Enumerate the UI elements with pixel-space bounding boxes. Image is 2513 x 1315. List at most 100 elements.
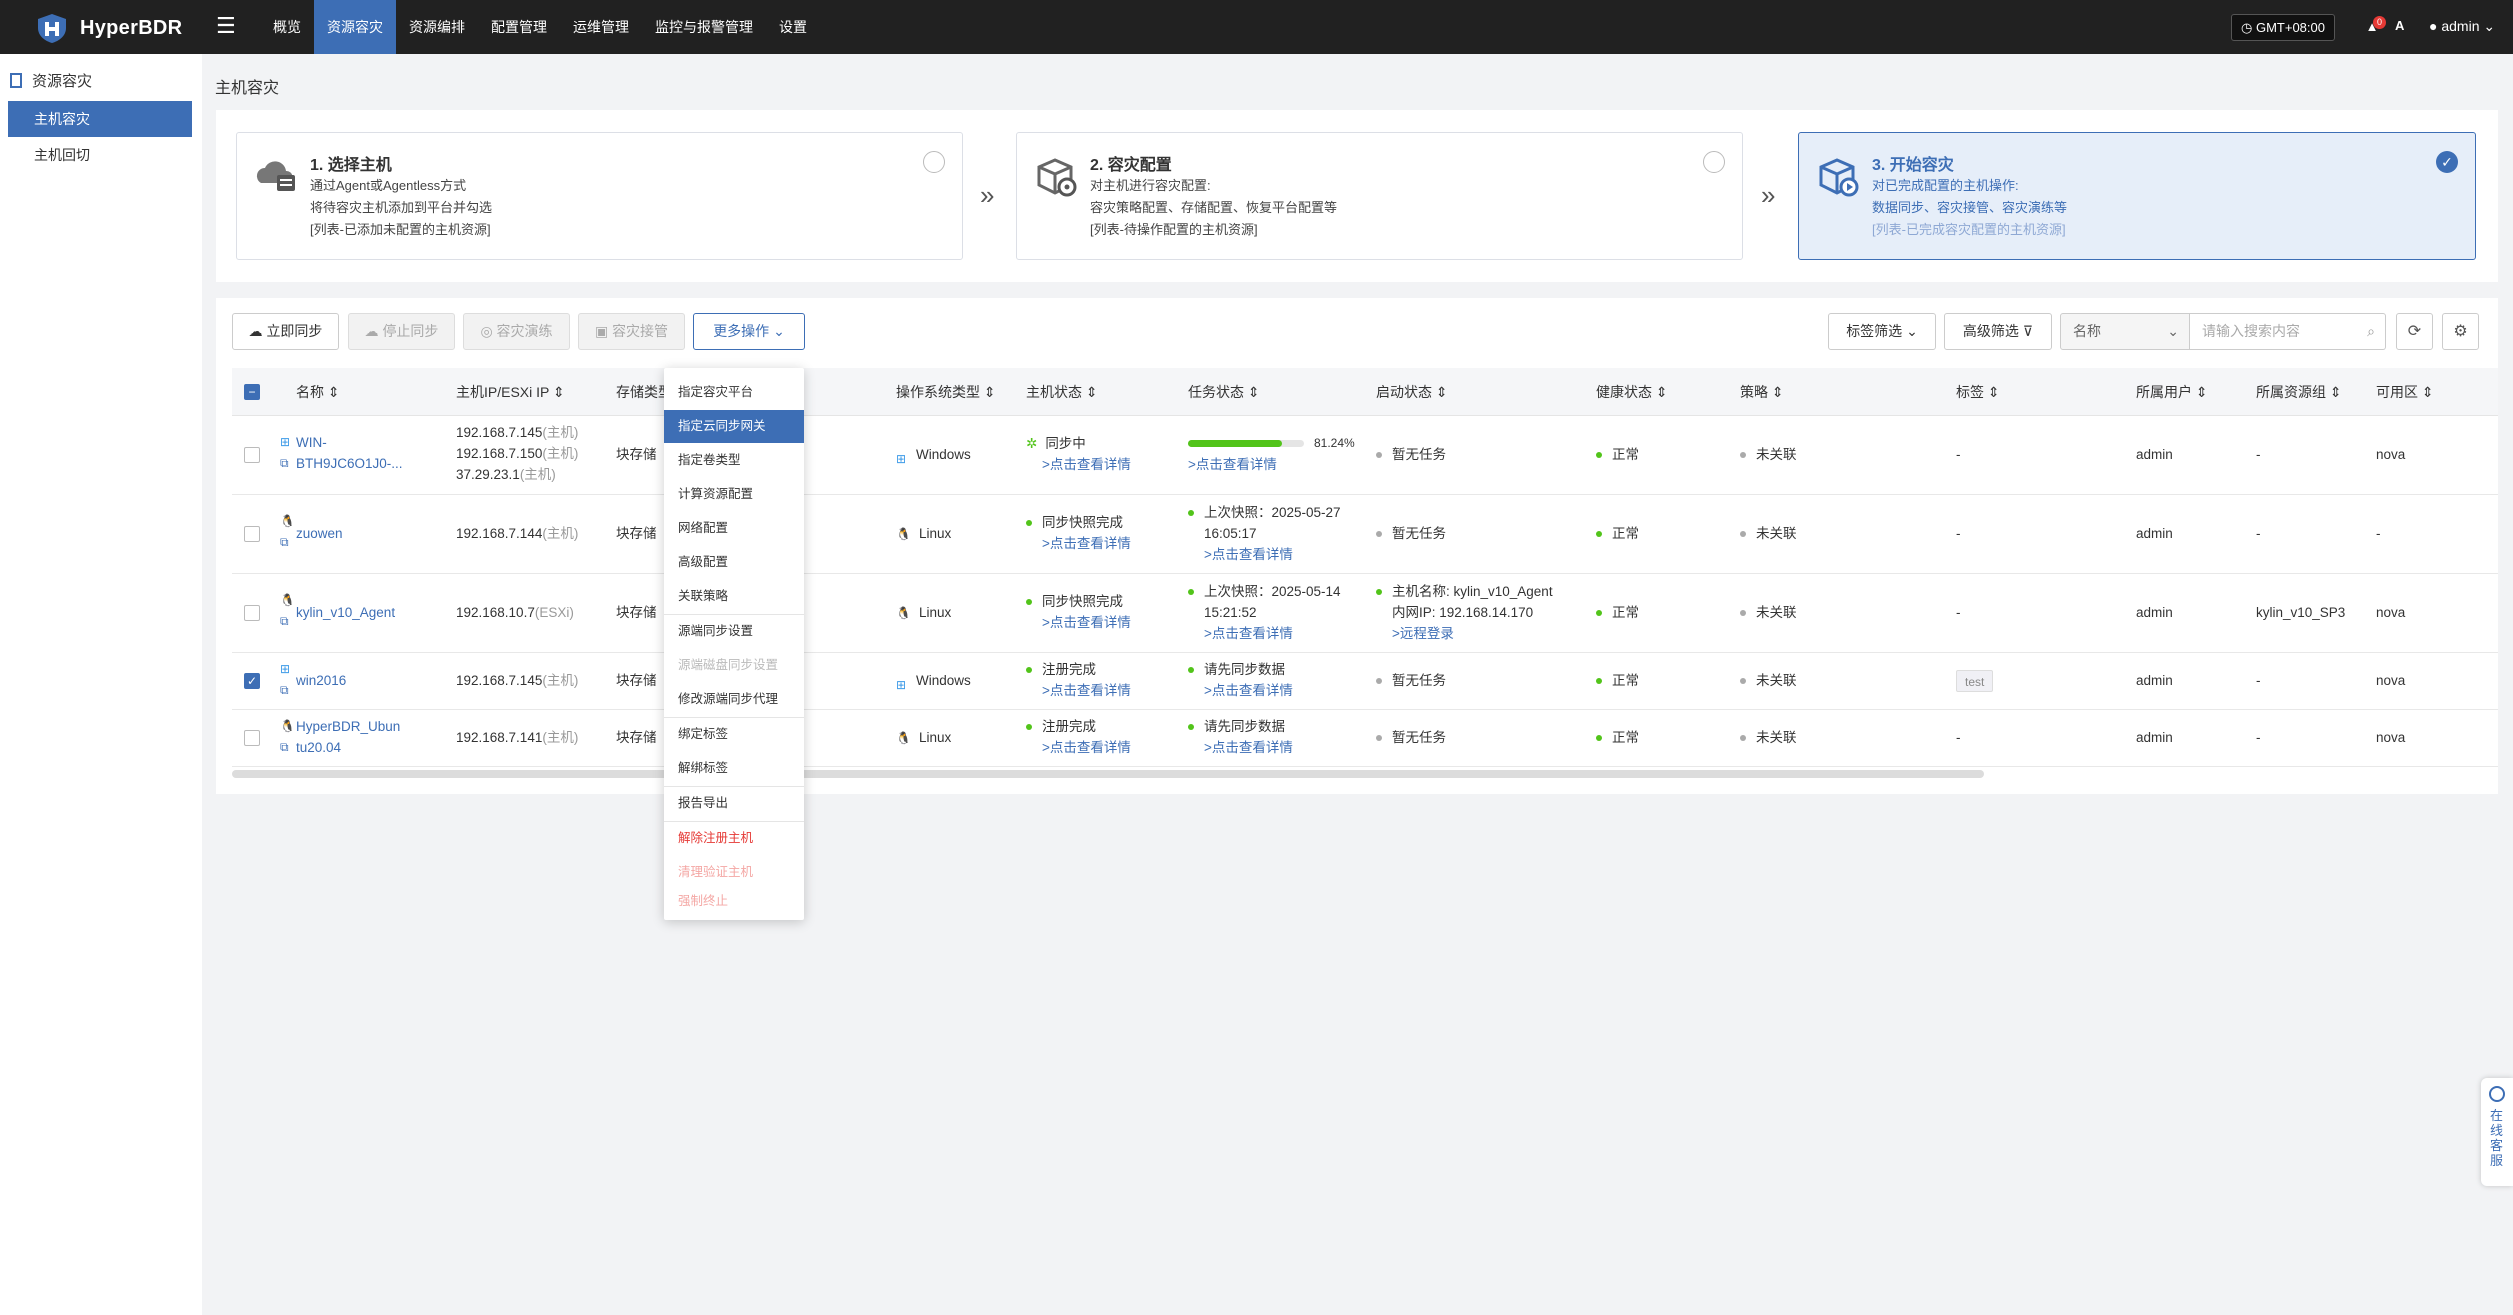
host-name-cont[interactable]: tu20.04 — [296, 740, 342, 755]
nav-monitoring[interactable]: 监控与报警管理 — [655, 19, 753, 35]
step-dr-config[interactable]: 2. 容灾配置 对主机进行容灾配置: 容灾策略配置、存储配置、恢复平台配置等 [… — [1016, 132, 1743, 260]
step-2-radio[interactable] — [1703, 151, 1725, 173]
col-group[interactable]: 所属资源组 ⇕ — [2256, 384, 2342, 400]
host-name[interactable]: WIN- — [296, 435, 327, 450]
sync-now-button[interactable]: ☁ 立即同步 — [232, 313, 339, 350]
menu-item-unbind-tag[interactable]: 解绑标签 — [678, 761, 729, 775]
col-task-status[interactable]: 任务状态 ⇕ — [1188, 384, 1260, 400]
step-3-check-icon[interactable]: ✓ — [2436, 151, 2458, 173]
host-name-cont[interactable]: BTH9JC6O1J0-... — [296, 456, 403, 471]
refresh-icon[interactable]: ⟳ — [2396, 313, 2433, 350]
settings-gear-icon[interactable]: ⚙ — [2442, 313, 2479, 350]
user-menu[interactable]: ● admin ⌄ — [2429, 18, 2495, 35]
copy-icon: ⧉ — [280, 614, 289, 628]
row-checkbox[interactable] — [244, 526, 260, 542]
table-row[interactable]: 🐧 ⧉ zuowen 192.168.7.144(主机) 块存储 🐧 Linux … — [232, 495, 2498, 574]
search-field-select[interactable]: 名称 ⌄ — [2060, 313, 2190, 350]
host-name[interactable]: kylin_v10_Agent — [296, 605, 396, 620]
col-name[interactable]: 名称 ⇕ — [296, 384, 340, 400]
menu-item-volume-type[interactable]: 指定卷类型 — [678, 453, 741, 467]
task-detail-link[interactable]: >点击查看详情 — [1204, 626, 1293, 641]
sidebar-item-failback[interactable]: 主机回切 — [34, 147, 90, 163]
host-detail-link[interactable]: >点击查看详情 — [1042, 457, 1131, 472]
row-checkbox[interactable] — [244, 447, 260, 463]
menu-item-unregister[interactable]: 解除注册主机 — [678, 831, 754, 845]
step-select-host[interactable]: 1. 选择主机 通过Agent或Agentless方式 将待容灾主机添加到平台并… — [236, 132, 963, 260]
menu-item-sync-proxy[interactable]: 修改源端同步代理 — [678, 692, 779, 706]
host-detail-link[interactable]: >点击查看详情 — [1042, 740, 1131, 755]
menu-item-assign-platform[interactable]: 指定容灾平台 — [678, 385, 754, 399]
nav-orchestration[interactable]: 资源编排 — [409, 19, 465, 35]
menu-item-network-config[interactable]: 网络配置 — [678, 521, 729, 535]
nav-overview[interactable]: 概览 — [273, 19, 301, 35]
os-type: 🐧 Linux — [896, 727, 951, 749]
menu-item-source-disk-sync[interactable]: 源端磁盘同步设置 — [678, 658, 779, 672]
menu-item-compute-config[interactable]: 计算资源配置 — [678, 487, 754, 501]
task-detail-link[interactable]: >点击查看详情 — [1188, 457, 1277, 472]
host-detail-link[interactable]: >点击查看详情 — [1042, 683, 1131, 698]
col-boot-status[interactable]: 启动状态 ⇕ — [1376, 384, 1448, 400]
host-name[interactable]: zuowen — [296, 526, 343, 541]
menu-item-advanced-config[interactable]: 高级配置 — [678, 555, 729, 569]
nav-resource-dr[interactable]: 资源容灾 — [314, 0, 396, 54]
language-icon[interactable]: A — [2395, 18, 2405, 33]
col-health[interactable]: 健康状态 ⇕ — [1596, 384, 1668, 400]
task-detail-link[interactable]: >点击查看详情 — [1204, 547, 1293, 562]
owner: admin — [2136, 730, 2173, 745]
col-policy[interactable]: 策略 ⇕ — [1740, 384, 1784, 400]
task-status-line: 请先同步数据 — [1188, 716, 1285, 737]
sidebar-item-host-dr[interactable]: 主机容灾 — [8, 101, 192, 137]
select-all-checkbox[interactable]: − — [244, 384, 260, 400]
row-checkbox[interactable] — [244, 605, 260, 621]
col-tag[interactable]: 标签 ⇕ — [1956, 384, 2000, 400]
menu-item-clean-verify[interactable]: 清理验证主机 — [678, 865, 754, 879]
menu-item-link-policy[interactable]: 关联策略 — [678, 589, 729, 603]
stop-sync-button[interactable]: ☁ 停止同步 — [348, 313, 455, 350]
table-row[interactable]: ⊞ WIN- ⧉ BTH9JC6O1J0-... 192.168.7.145(主… — [232, 416, 2498, 495]
host-name[interactable]: win2016 — [296, 673, 347, 688]
more-actions-button[interactable]: 更多操作 ⌄ — [693, 313, 805, 350]
menu-item-bind-tag[interactable]: 绑定标签 — [678, 727, 729, 741]
col-zone[interactable]: 可用区 ⇕ — [2376, 384, 2434, 400]
step-1-radio[interactable] — [923, 151, 945, 173]
row-checkbox[interactable]: ✓ — [244, 673, 260, 689]
advanced-filter-button[interactable]: 高级筛选 ⊽ — [1944, 313, 2052, 350]
ip-value: 37.29.23.1 — [456, 467, 520, 482]
col-os[interactable]: 操作系统类型 ⇕ — [896, 384, 996, 400]
menu-item-assign-gateway[interactable]: 指定云同步网关 — [664, 410, 804, 443]
search-icon[interactable]: ⌕ — [2367, 323, 2375, 339]
tag-filter-button[interactable]: 标签筛选 ⌄ — [1828, 313, 1936, 350]
host-detail-link[interactable]: >点击查看详情 — [1042, 615, 1131, 630]
takeover-button[interactable]: ▣ 容灾接管 — [578, 313, 685, 350]
online-support-widget[interactable]: 在线客服 — [2481, 1078, 2513, 1186]
menu-item-export-report[interactable]: 报告导出 — [678, 796, 729, 810]
timezone-badge[interactable]: ◷ GMT+08:00 — [2231, 14, 2335, 41]
search-input[interactable]: 请输入搜索内容 ⌕ — [2190, 313, 2386, 350]
nav-config[interactable]: 配置管理 — [491, 19, 547, 35]
menu-item-force-stop[interactable]: 强制终止 — [678, 894, 729, 908]
col-host-status[interactable]: 主机状态 ⇕ — [1026, 384, 1098, 400]
boot-status: 暂无任务 — [1376, 444, 1446, 465]
col-ip[interactable]: 主机IP/ESXi IP ⇕ — [456, 384, 565, 400]
horizontal-scrollbar[interactable] — [232, 770, 1984, 778]
step-start-dr[interactable]: 3. 开始容灾 对已完成配置的主机操作: 数据同步、容灾接管、容灾演练等 [列表… — [1798, 132, 2476, 260]
task-detail-link[interactable]: >点击查看详情 — [1204, 740, 1293, 755]
host-name[interactable]: HyperBDR_Ubun — [296, 719, 401, 734]
nav-settings[interactable]: 设置 — [779, 19, 807, 35]
notification-badge: 0 — [2373, 16, 2386, 29]
host-detail-link[interactable]: >点击查看详情 — [1042, 536, 1131, 551]
menu-toggle-icon[interactable]: ☰ — [216, 13, 236, 38]
table-row[interactable]: 🐧 ⧉ kylin_v10_Agent 192.168.10.7(ESXi) 块… — [232, 574, 2498, 653]
table-row[interactable]: 🐧 HyperBDR_Ubun ⧉ tu20.04 192.168.7.141(… — [232, 710, 2498, 767]
row-checkbox[interactable] — [244, 730, 260, 746]
task-detail-link[interactable]: >点击查看详情 — [1204, 683, 1293, 698]
nav-ops[interactable]: 运维管理 — [573, 19, 629, 35]
menu-item-source-sync[interactable]: 源端同步设置 — [678, 624, 754, 638]
remote-login-link[interactable]: >远程登录 — [1392, 626, 1454, 641]
health-status: 正常 — [1596, 670, 1639, 691]
app-logo[interactable]: HyperBDR — [34, 12, 182, 44]
drill-button[interactable]: ◎ 容灾演练 — [463, 313, 570, 350]
ip-type: (主机) — [542, 730, 579, 745]
table-row[interactable]: ✓ ⊞ ⧉ win2016 192.168.7.145(主机) 块存储 ⊞ Win… — [232, 653, 2498, 710]
col-owner[interactable]: 所属用户 ⇕ — [2136, 384, 2208, 400]
